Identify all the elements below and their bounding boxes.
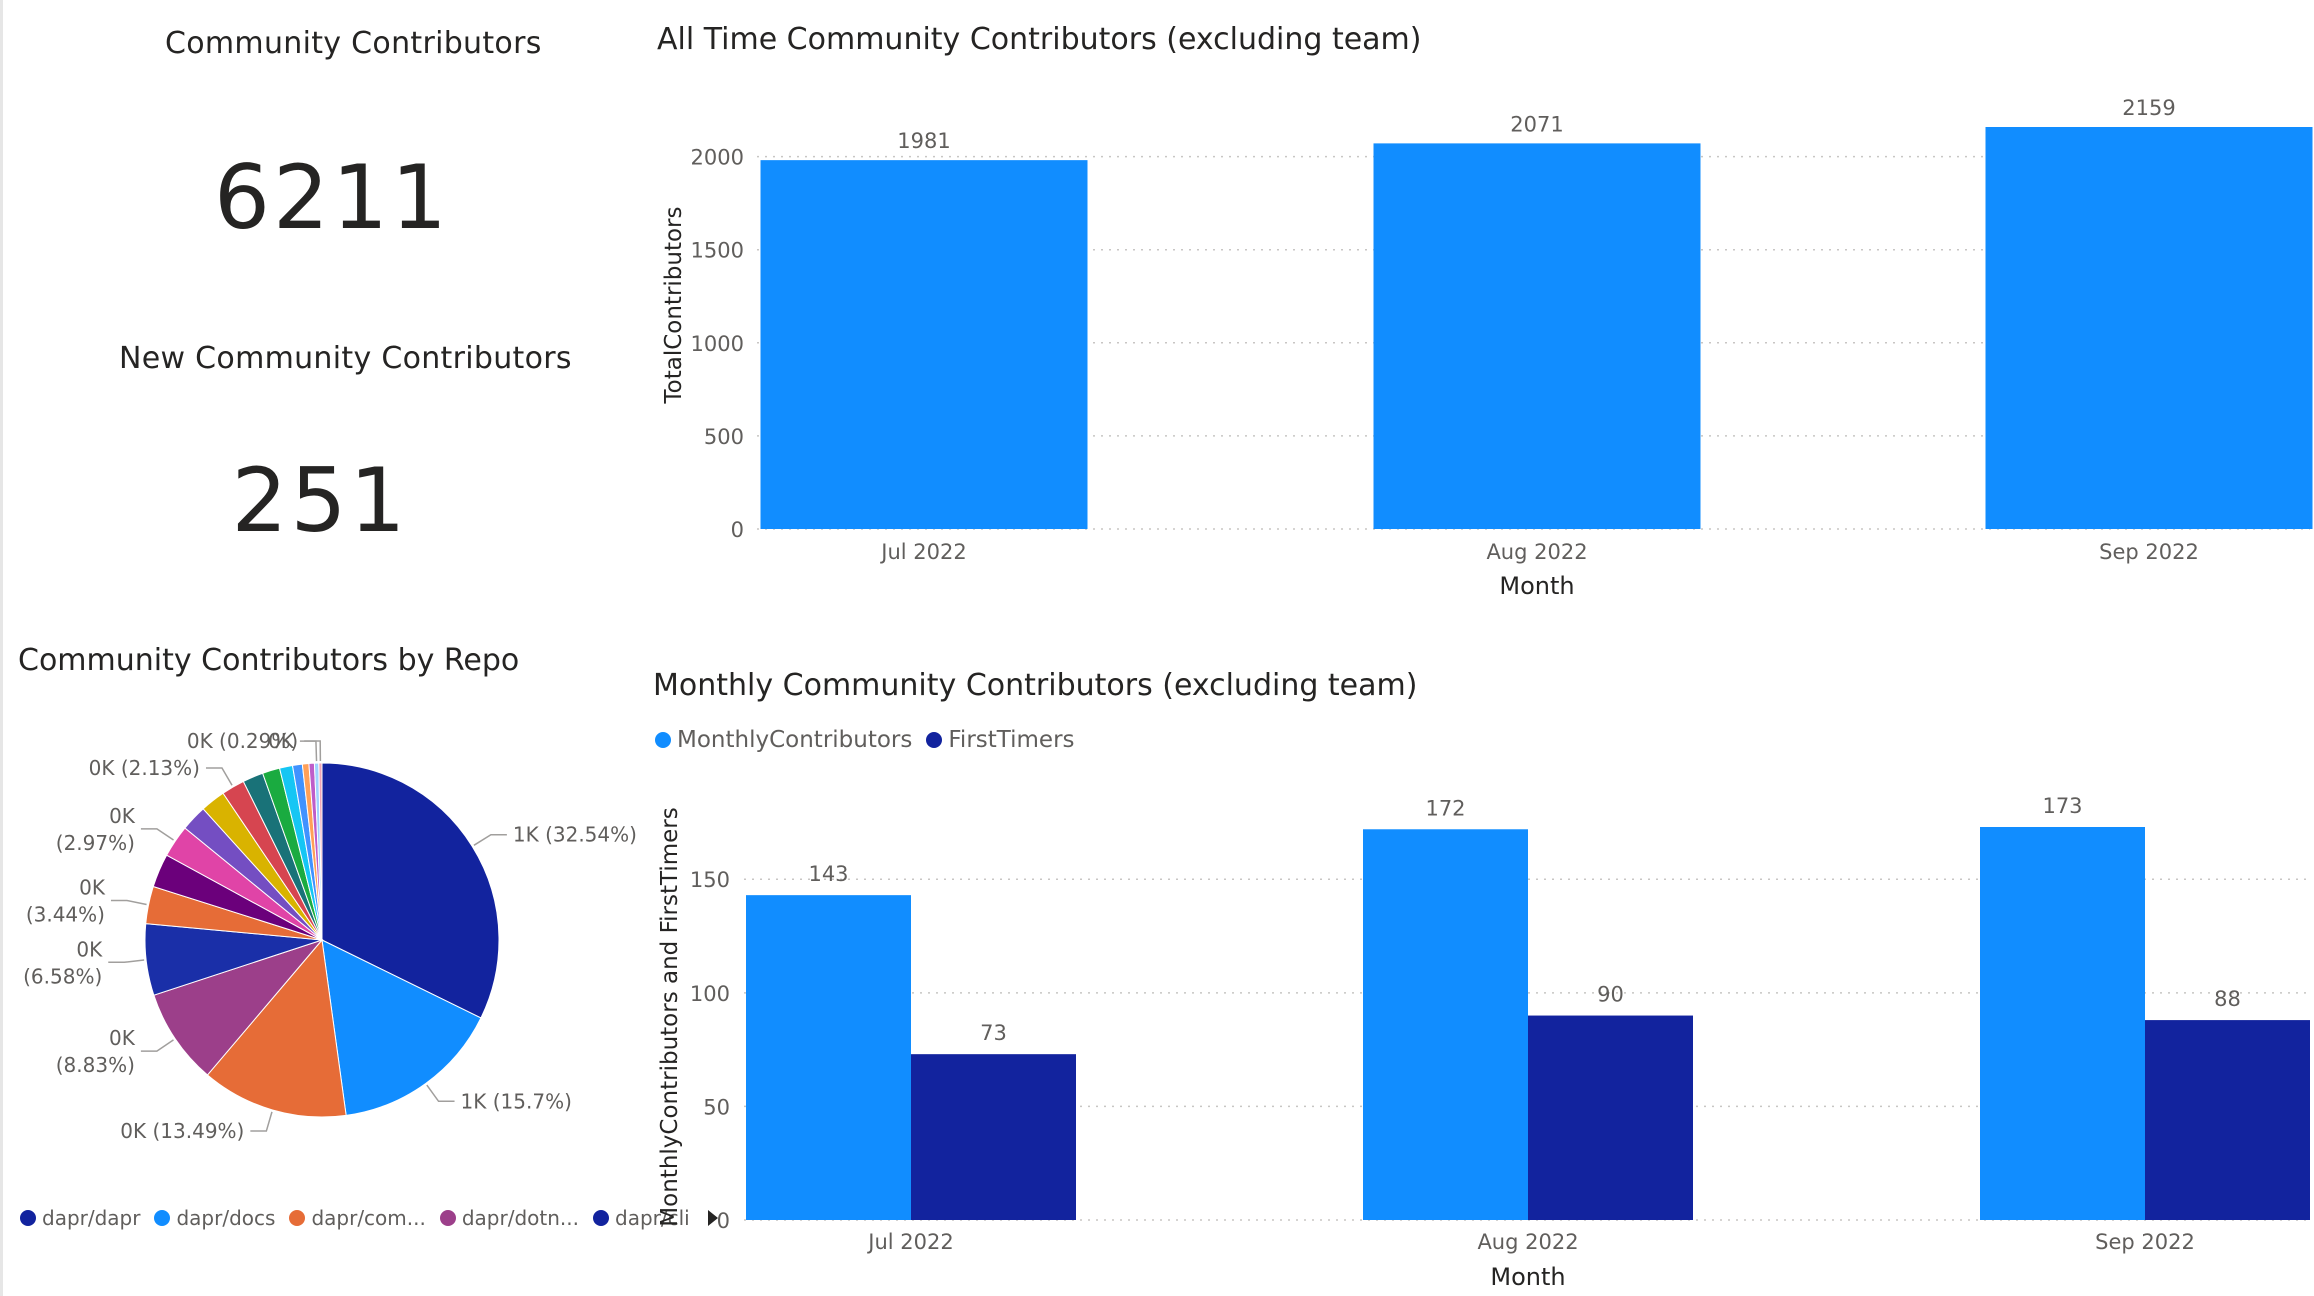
bar: [760, 160, 1088, 529]
new-community-contributors-card-value: 251: [231, 449, 409, 552]
pie-leader-line: [299, 740, 318, 762]
pie-slice: [321, 762, 500, 1019]
x-tick-label: Jul 2022: [866, 1230, 953, 1254]
bar: [1363, 829, 1528, 1220]
data-label: 2159: [2122, 96, 2175, 120]
pie-leader-line: [426, 1084, 455, 1103]
data-label: 1981: [897, 129, 950, 153]
pie-data-label: (6.58%): [23, 964, 102, 988]
x-tick-label: Sep 2022: [2095, 1230, 2195, 1254]
pie-data-label: 0K: [109, 804, 136, 828]
community-contributors-card-value: 6211: [214, 146, 450, 249]
pie-chart-title: Community Contributors by Repo: [18, 643, 520, 678]
bar: [746, 895, 911, 1220]
y-tick-label: 1000: [691, 332, 744, 356]
legend-dot-dapr-com: [289, 1210, 306, 1226]
data-label: 2071: [1510, 112, 1563, 136]
monthly-chart-legend: MonthlyContributors FirstTimers: [655, 727, 1089, 753]
bar: [1980, 827, 2145, 1220]
legend-label-dapr-dapr: dapr/dapr: [42, 1206, 141, 1230]
y-tick-label: 0: [717, 1209, 730, 1233]
pie-data-label: 0K: [268, 729, 295, 753]
y-tick-label: 2000: [691, 146, 744, 170]
legend-dot-dapr-docs: [154, 1210, 171, 1226]
data-label: 73: [980, 1021, 1007, 1045]
x-tick-label: Jul 2022: [879, 540, 966, 564]
data-label: 88: [2214, 987, 2241, 1011]
legend-label-first-timers: FirstTimers: [948, 727, 1075, 753]
pie-leader-line: [473, 833, 507, 846]
y-tick-label: 150: [690, 868, 730, 892]
legend-dot-monthly-contributors: [655, 732, 671, 748]
y-tick-label: 50: [703, 1095, 730, 1119]
pie-data-label: 0K (0.29%): [187, 729, 298, 753]
bar: [1985, 127, 2313, 529]
legend-label-monthly-contributors: MonthlyContributors: [677, 727, 913, 753]
y-axis-title: TotalContributors: [661, 207, 687, 405]
bar: [2145, 1020, 2310, 1220]
legend-dot-dapr-dotn: [439, 1210, 456, 1226]
x-axis-title: Month: [1490, 1263, 1565, 1291]
bar: [1528, 1015, 1693, 1220]
legend-item-dapr-dotn[interactable]: dapr/dotn...: [439, 1206, 579, 1230]
legend-label-dapr-dotn: dapr/dotn...: [461, 1206, 579, 1230]
legend-item-dapr-docs[interactable]: dapr/docs: [154, 1206, 275, 1230]
pie-slice: [318, 762, 323, 941]
data-label: 90: [1597, 983, 1624, 1007]
data-label: 173: [2042, 794, 2082, 818]
pie-slice: [206, 938, 347, 1118]
pie-leader-line: [140, 1039, 174, 1052]
y-tick-label: 500: [704, 425, 744, 449]
legend-label-dapr-docs: dapr/docs: [176, 1206, 276, 1230]
legend-dot-dapr-cli: [593, 1210, 609, 1226]
legend-item-monthly-contributors[interactable]: MonthlyContributors: [655, 727, 912, 753]
pie-data-label: 1K (15.7%): [461, 1089, 572, 1113]
legend-item-dapr-com[interactable]: dapr/com...: [289, 1206, 426, 1230]
monthly-chart-title: Monthly Community Contributors (excludin…: [653, 668, 1418, 703]
pie-data-label: 1K (32.54%): [513, 823, 637, 847]
legend-item-dapr-dapr[interactable]: dapr/dapr: [20, 1206, 140, 1230]
pie-leader-line: [108, 959, 145, 964]
legend-dot-first-timers: [926, 732, 943, 748]
pie-slice: [153, 938, 324, 1076]
x-tick-label: Aug 2022: [1486, 540, 1587, 564]
data-label: 172: [1425, 796, 1465, 820]
pie-data-label: (8.83%): [56, 1053, 135, 1077]
bar: [911, 1054, 1076, 1220]
pie-leader-line: [205, 767, 233, 786]
x-tick-label: Aug 2022: [1477, 1230, 1578, 1254]
pie-leader-line: [304, 740, 322, 762]
legend-item-first-timers[interactable]: FirstTimers: [926, 727, 1075, 753]
pie-chart-legend: dapr/dapr dapr/docs dapr/com... dapr/dot…: [20, 1206, 718, 1230]
x-axis-title: Month: [1499, 572, 1574, 600]
y-tick-label: 1500: [691, 239, 744, 263]
bar: [1373, 143, 1701, 529]
x-tick-label: Sep 2022: [2099, 540, 2199, 564]
legend-item-dapr-cli[interactable]: dapr/cli: [593, 1206, 690, 1230]
legend-label-dapr-com: dapr/com...: [311, 1206, 426, 1230]
pie-data-label: (2.97%): [56, 831, 135, 855]
pie-slice: [321, 939, 482, 1116]
legend-next-arrow-icon[interactable]: [707, 1210, 718, 1226]
pie-leader-line: [110, 899, 147, 906]
legend-dot-dapr-dapr: [20, 1210, 36, 1226]
all-time-chart-title: All Time Community Contributors (excludi…: [657, 22, 1422, 57]
pie-leader-line: [140, 828, 174, 841]
pie-data-label: 0K: [76, 937, 103, 961]
pie-data-label: 0K (13.49%): [120, 1119, 244, 1143]
y-axis-title: MonthlyContributors and FirstTimers: [657, 807, 683, 1226]
pie-data-label: (3.44%): [26, 903, 105, 927]
data-label: 143: [808, 862, 848, 886]
new-community-contributors-card-title: New Community Contributors: [119, 341, 572, 376]
pie-data-label: 0K: [79, 876, 106, 900]
y-tick-label: 0: [731, 518, 744, 542]
pie-leader-line: [250, 1111, 273, 1132]
left-border: [0, 0, 3, 1296]
pie-data-label: 0K: [109, 1026, 136, 1050]
community-contributors-card-title: Community Contributors: [165, 26, 542, 61]
legend-label-dapr-cli: dapr/cli: [615, 1206, 690, 1230]
y-tick-label: 100: [690, 982, 730, 1006]
pie-data-label: 0K (2.13%): [89, 756, 200, 780]
